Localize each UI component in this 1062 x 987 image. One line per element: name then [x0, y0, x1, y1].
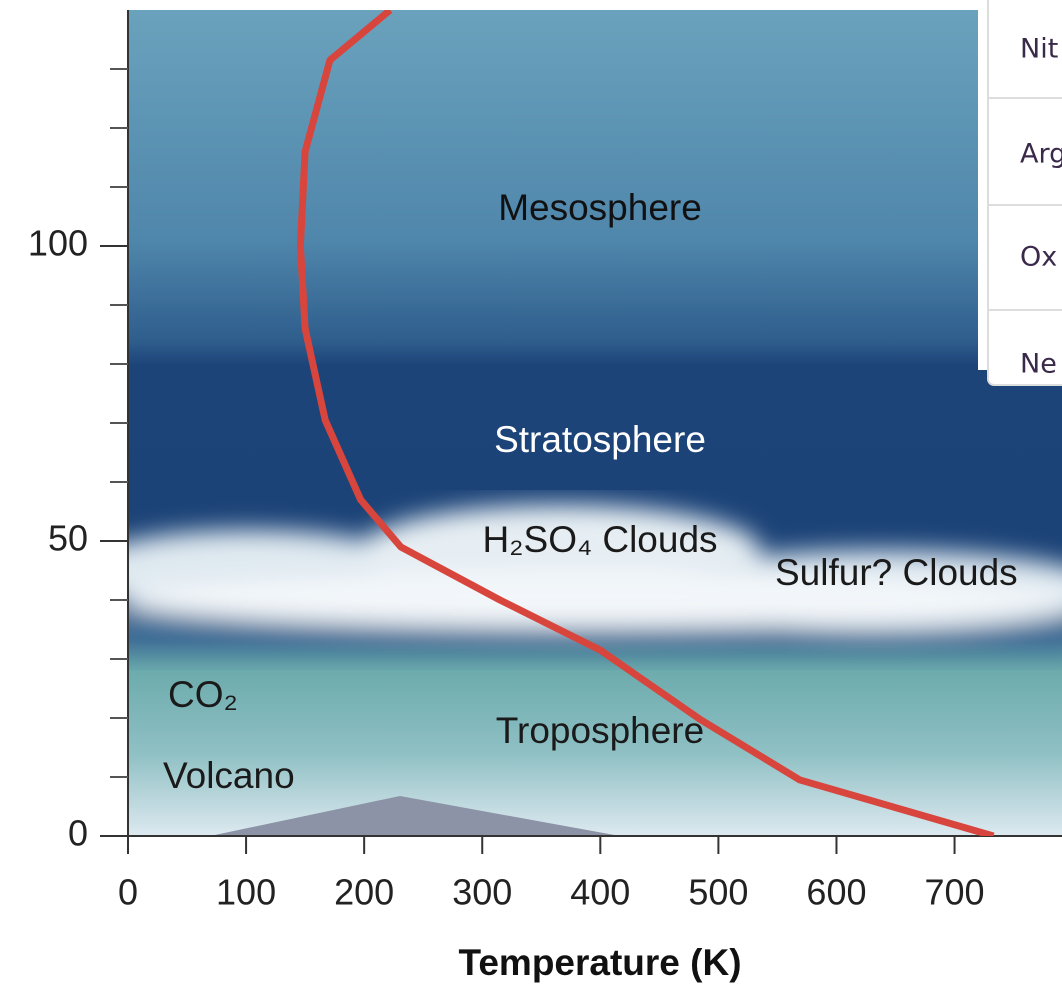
x-tick-label: 0: [118, 872, 138, 913]
x-tick-label: 100: [216, 872, 276, 913]
y-tick-label: 0: [68, 813, 88, 854]
table-panel: Nit Arg Ox Ne: [978, 0, 1062, 385]
x-tick-label: 500: [688, 872, 748, 913]
annotation: Stratosphere: [494, 419, 706, 460]
annotation: Mesosphere: [498, 187, 702, 228]
annotation: Troposphere: [496, 710, 704, 751]
x-tick-label: 700: [925, 872, 985, 913]
x-tick-label: 200: [334, 872, 394, 913]
table-cell: Ox: [1020, 242, 1057, 273]
table-cell: Arg: [1020, 139, 1062, 170]
annotation: Sulfur? Clouds: [775, 552, 1018, 593]
annotation: H₂SO₄ Clouds: [482, 519, 717, 560]
table-cell: Nit: [1020, 34, 1058, 65]
x-tick-label: 300: [452, 872, 512, 913]
table-cell: Ne: [1020, 349, 1057, 380]
x-tick-label: 600: [806, 872, 866, 913]
y-tick-label: 50: [48, 518, 88, 559]
annotation: CO₂: [168, 674, 238, 715]
y-tick-label: 100: [28, 223, 88, 264]
annotation: Volcano: [163, 755, 295, 796]
screen: Mesosphere Stratosphere H₂SO₄ Clouds Sul…: [0, 0, 1062, 987]
x-tick-label: 400: [570, 872, 630, 913]
x-axis-title: Temperature (K): [458, 942, 741, 983]
